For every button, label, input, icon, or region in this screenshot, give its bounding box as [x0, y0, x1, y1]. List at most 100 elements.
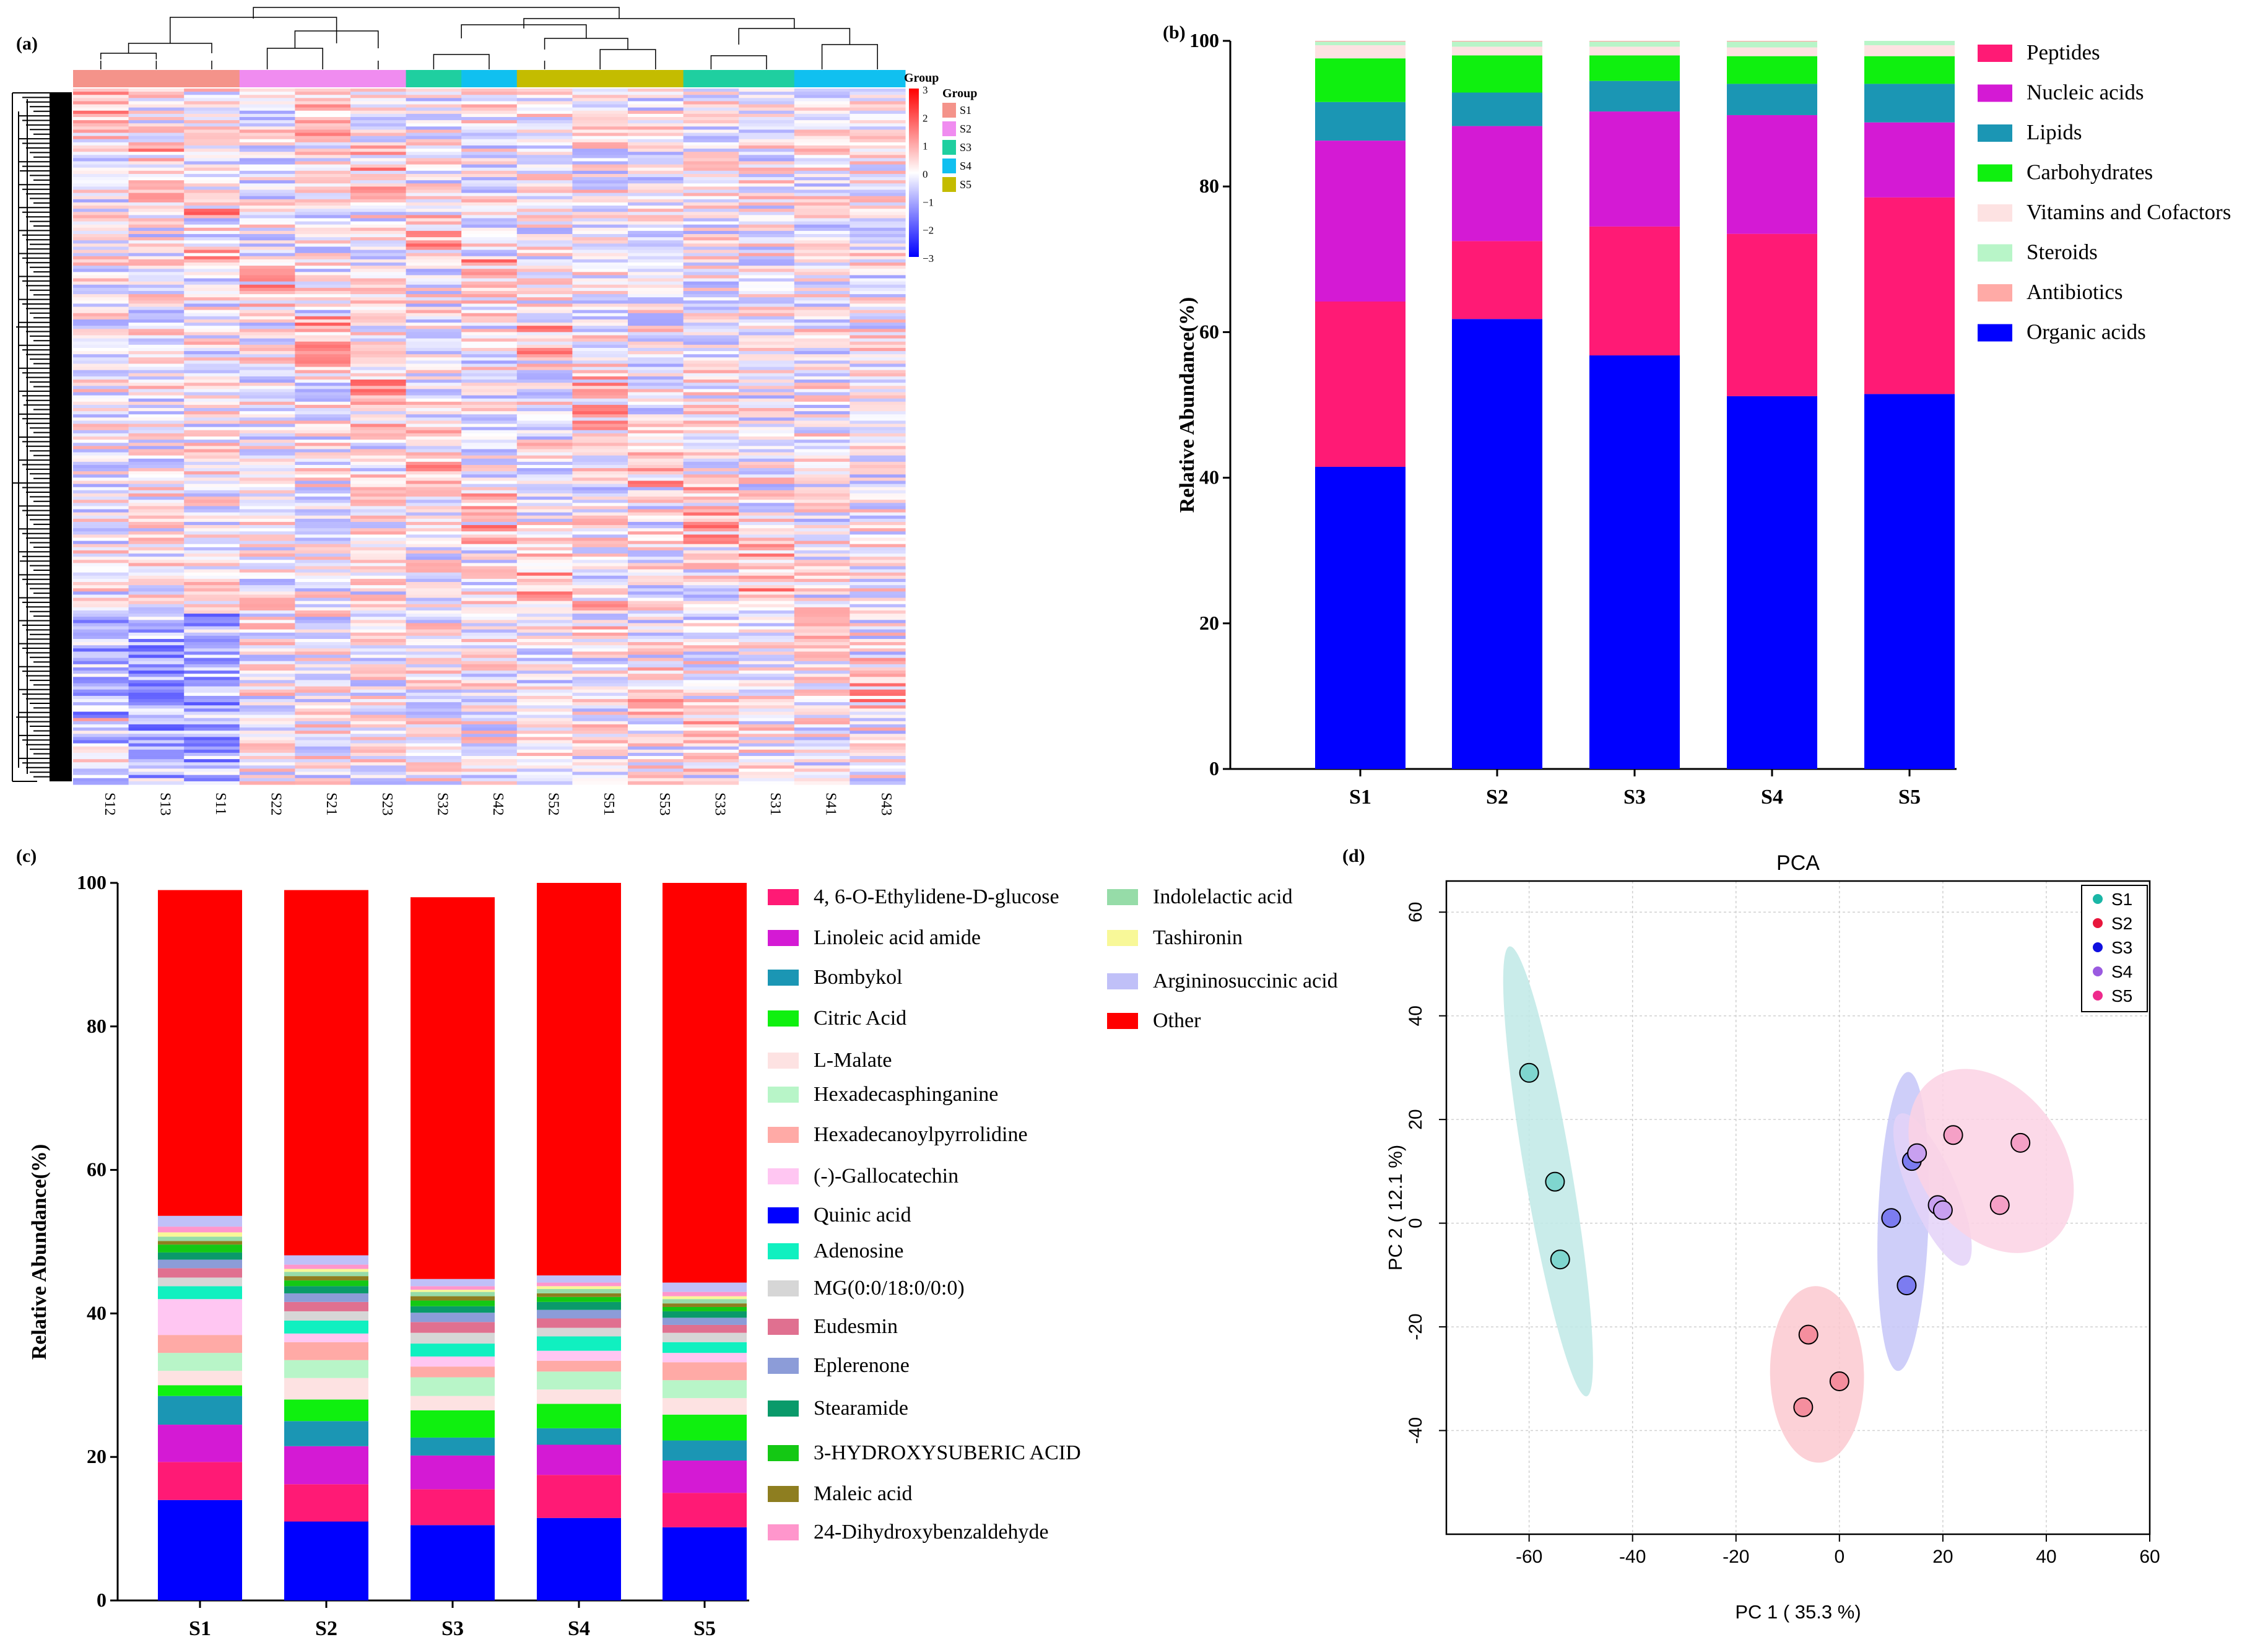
heatmap-cell	[794, 642, 850, 646]
heatmap-cell	[739, 635, 795, 640]
heatmap-cell	[628, 480, 684, 485]
heatmap-cell	[184, 164, 240, 168]
heatmap-cell	[628, 658, 684, 662]
heatmap-cell	[849, 193, 906, 197]
heatmap-cell	[73, 380, 129, 383]
heatmap-cell	[516, 737, 573, 741]
heatmap-cell	[239, 582, 295, 586]
bar-mg-0-0-18-0-0-0-s1	[158, 1277, 242, 1287]
heatmap-cell	[516, 692, 573, 697]
heatmap-cell	[295, 661, 351, 665]
heatmap-cell	[184, 594, 240, 599]
heatmap-cell	[683, 554, 739, 557]
heatmap-cell	[128, 575, 185, 580]
heatmap-cell	[406, 443, 462, 446]
heatmap-cell	[350, 152, 407, 155]
heatmap-cell	[73, 547, 129, 551]
heatmap-cell	[184, 711, 240, 716]
heatmap-cell	[184, 651, 240, 656]
heatmap-cell	[683, 246, 739, 251]
heatmap-cell	[516, 718, 573, 722]
legend-label-bombykol: Bombykol	[814, 966, 903, 989]
heatmap-cell	[683, 212, 739, 215]
heatmap-cell	[239, 427, 295, 431]
heatmap-cell	[350, 541, 407, 545]
heatmap-cell	[572, 759, 628, 763]
heatmap-cell	[73, 259, 129, 263]
heatmap-cell	[295, 95, 351, 98]
heatmap-cell	[739, 765, 795, 770]
heatmap-cell	[239, 329, 295, 332]
heatmap-cell	[628, 436, 684, 440]
heatmap-cell	[849, 398, 906, 402]
heatmap-cell	[73, 560, 129, 563]
heatmap-cell	[628, 585, 684, 589]
heatmap-cell	[239, 145, 295, 149]
heatmap-cell	[739, 541, 795, 545]
heatmap-cell	[73, 183, 129, 187]
heatmap-cell	[350, 661, 407, 665]
heatmap-cell	[73, 173, 129, 178]
heatmap-cell	[849, 705, 906, 709]
heatmap-cell	[739, 335, 795, 339]
heatmap-cell	[516, 414, 573, 418]
heatmap-cell	[516, 554, 573, 557]
heatmap-cell	[628, 275, 684, 279]
heatmap-cell	[350, 651, 407, 656]
heatmap-cell	[683, 193, 739, 197]
heatmap-cell	[461, 126, 518, 131]
heatmap-cell	[461, 347, 518, 352]
heatmap-cell	[516, 215, 573, 219]
heatmap-cell	[683, 500, 739, 503]
heatmap-cell	[184, 420, 240, 425]
heatmap-cell	[128, 471, 185, 475]
heatmap-cell	[461, 443, 518, 446]
colorbar-tick: 1	[923, 141, 928, 152]
heatmap-cell	[239, 408, 295, 412]
heatmap-cell	[73, 209, 129, 212]
heatmap-cell	[406, 92, 462, 95]
heatmap-cell	[572, 363, 628, 368]
legend-dot-s5	[2093, 991, 2103, 1001]
bar-organic-acids-s2	[1452, 319, 1542, 769]
heatmap-cell	[128, 468, 185, 472]
heatmap-cell	[461, 692, 518, 697]
heatmap-cell	[739, 246, 795, 251]
heatmap-cell	[406, 389, 462, 393]
heatmap-cell	[516, 347, 573, 352]
heatmap-cell	[295, 120, 351, 124]
heatmap-cell	[406, 341, 462, 345]
heatmap-cell	[73, 230, 129, 235]
heatmap-cell	[461, 651, 518, 656]
heatmap-cell	[572, 417, 628, 422]
heatmap-cell	[849, 531, 906, 535]
heatmap-cell	[350, 357, 407, 361]
heatmap-cell	[794, 721, 850, 725]
heatmap-cell	[572, 357, 628, 361]
bar-vitamins-and-cofactors-s5	[1864, 45, 1955, 56]
heatmap-cell	[849, 152, 906, 155]
heatmap-cell	[184, 544, 240, 548]
heatmap-cell	[350, 259, 407, 263]
heatmap-cell	[350, 566, 407, 570]
heatmap-cell	[739, 683, 795, 687]
heatmap-cell	[461, 671, 518, 674]
heatmap-cell	[739, 230, 795, 235]
heatmap-cell	[794, 101, 850, 105]
heatmap-cell	[794, 212, 850, 215]
heatmap-cell	[73, 484, 129, 488]
bar-vitamins-and-cofactors-s1	[1315, 45, 1406, 59]
heatmap-cell	[295, 256, 351, 260]
heatmap-cell	[572, 167, 628, 172]
bar-bombykol-s4	[537, 1428, 621, 1445]
heatmap-cell	[184, 635, 240, 640]
heatmap-cell	[73, 575, 129, 580]
heatmap-cell	[184, 155, 240, 158]
heatmap-cell	[516, 256, 573, 260]
heatmap-cell	[184, 193, 240, 197]
heatmap-cell	[739, 126, 795, 131]
heatmap-cell	[73, 762, 129, 766]
heatmap-cell	[295, 654, 351, 659]
heatmap-cell	[794, 338, 850, 342]
group-label-s3: S3	[960, 141, 971, 154]
